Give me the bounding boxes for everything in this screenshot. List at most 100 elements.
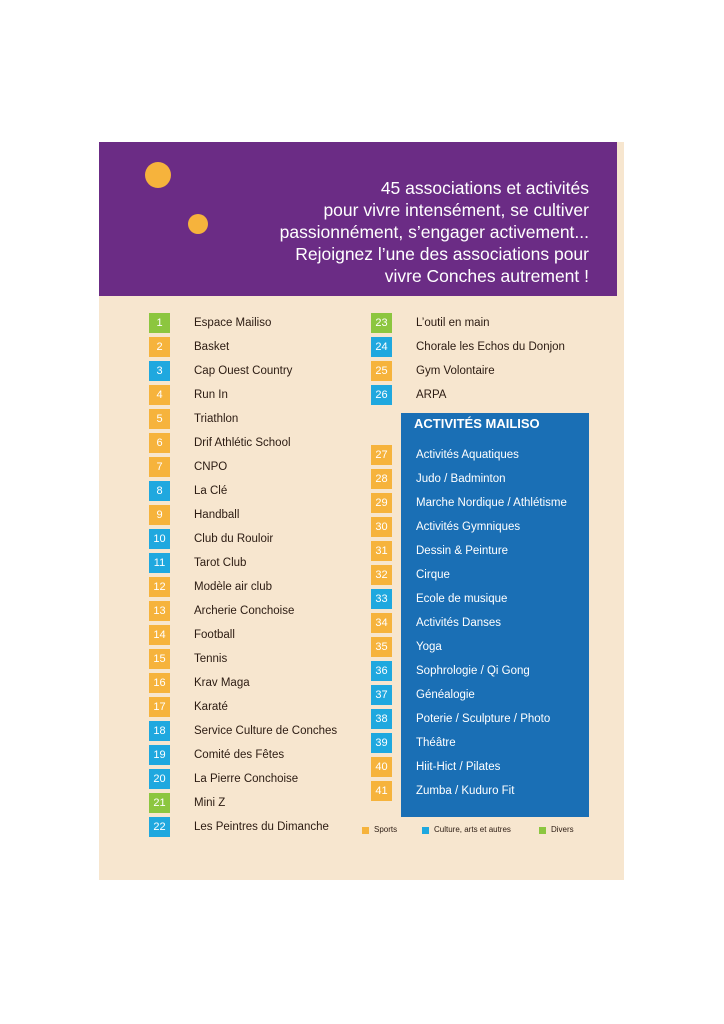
list-item: 14 Football — [149, 625, 449, 645]
mailiso-panel: ACTIVITÉS MAILISO — [401, 413, 589, 817]
item-name: Drif Athlétic School — [194, 437, 291, 449]
legend-swatch — [539, 827, 546, 834]
list-item: 29 Marche Nordique / Athlétisme — [371, 493, 671, 513]
legend-label: Sports — [374, 825, 398, 834]
list-item: 11 Tarot Club — [149, 553, 449, 573]
list-item: 19 Comité des Fêtes — [149, 745, 449, 765]
list-item: 3 Cap Ouest Country — [149, 361, 449, 381]
list-item: 32 Cirque — [371, 565, 671, 585]
list-item: 1 Espace Mailiso — [149, 313, 449, 333]
item-name: Run In — [194, 389, 228, 401]
legend-swatch — [362, 827, 369, 834]
item-name: Espace Mailiso — [194, 317, 272, 329]
item-number-badge: 33 — [371, 589, 392, 609]
list-item: 39 Théâtre — [371, 733, 671, 753]
item-name: Handball — [194, 509, 240, 521]
item-name: Judo / Badminton — [416, 473, 506, 485]
item-number-badge: 9 — [149, 505, 170, 525]
item-name: Généalogie — [416, 689, 475, 701]
item-number-badge: 11 — [149, 553, 170, 573]
list-item: 10 Club du Rouloir — [149, 529, 449, 549]
item-name: Zumba / Kuduro Fit — [416, 785, 515, 797]
item-name: Gym Volontaire — [416, 365, 495, 377]
item-name: Poterie / Sculpture / Photo — [416, 713, 551, 725]
item-name: Comité des Fêtes — [194, 749, 285, 761]
list-item: 8 La Clé — [149, 481, 449, 501]
item-name: Activités Gymniques — [416, 521, 521, 533]
headline-line: Rejoignez l’une des associations pour — [295, 244, 589, 264]
item-number-badge: 34 — [371, 613, 392, 633]
item-number-badge: 21 — [149, 793, 170, 813]
item-name: Football — [194, 629, 235, 641]
headline-line: vivre Conches autrement ! — [384, 266, 589, 286]
item-number-badge: 20 — [149, 769, 170, 789]
list-item: 13 Archerie Conchoise — [149, 601, 449, 621]
list-item: 7 CNPO — [149, 457, 449, 477]
item-name: Cap Ouest Country — [194, 365, 293, 377]
item-number-badge: 25 — [371, 361, 392, 381]
list-item: 2 Basket — [149, 337, 449, 357]
item-name: L’outil en main — [416, 317, 490, 329]
item-number-badge: 22 — [149, 817, 170, 837]
item-name: Basket — [194, 341, 230, 353]
list-item: 40 Hiit-Hict / Pilates — [371, 757, 671, 777]
list-item: 9 Handball — [149, 505, 449, 525]
list-item: 37 Généalogie — [371, 685, 671, 705]
item-number-badge: 10 — [149, 529, 170, 549]
item-number-badge: 1 — [149, 313, 170, 333]
list-item: 24 Chorale les Echos du Donjon — [371, 337, 671, 357]
item-name: Les Peintres du Dimanche — [194, 821, 329, 833]
item-number-badge: 24 — [371, 337, 392, 357]
item-name: Marche Nordique / Athlétisme — [416, 497, 567, 509]
item-name: Théâtre — [416, 737, 456, 749]
headline-line: pour vivre intensément, se cultiver — [323, 200, 589, 220]
list-item: 5 Triathlon — [149, 409, 449, 429]
list-item: 25 Gym Volontaire — [371, 361, 671, 381]
item-number-badge: 3 — [149, 361, 170, 381]
item-number-badge: 23 — [371, 313, 392, 333]
item-number-badge: 32 — [371, 565, 392, 585]
item-name: Archerie Conchoise — [194, 605, 295, 617]
item-name: ARPA — [416, 389, 447, 401]
item-name: Tarot Club — [194, 557, 247, 569]
item-number-badge: 15 — [149, 649, 170, 669]
list-item: 12 Modèle air club — [149, 577, 449, 597]
item-name: Hiit-Hict / Pilates — [416, 761, 501, 773]
list-item: 4 Run In — [149, 385, 449, 405]
list-item: 6 Drif Athlétic School — [149, 433, 449, 453]
list-item: 36 Sophrologie / Qi Gong — [371, 661, 671, 681]
list-item: 27 Activités Aquatiques — [371, 445, 671, 465]
item-number-badge: 5 — [149, 409, 170, 429]
item-name: Activités Aquatiques — [416, 449, 519, 461]
item-name: Cirque — [416, 569, 450, 581]
item-number-badge: 7 — [149, 457, 170, 477]
item-name: Karaté — [194, 701, 228, 713]
decorative-dot-small — [188, 214, 208, 234]
legend-swatch — [422, 827, 429, 834]
item-name: Tennis — [194, 653, 228, 665]
item-number-badge: 6 — [149, 433, 170, 453]
list-item: 21 Mini Z — [149, 793, 449, 813]
item-name: Ecole de musique — [416, 593, 508, 605]
headline: 45 associations et activités pour vivre … — [189, 177, 589, 287]
list-item: 41 Zumba / Kuduro Fit — [371, 781, 671, 801]
item-number-badge: 13 — [149, 601, 170, 621]
list-item: 16 Krav Maga — [149, 673, 449, 693]
item-number-badge: 19 — [149, 745, 170, 765]
list-item: 17 Karaté — [149, 697, 449, 717]
item-number-badge: 26 — [371, 385, 392, 405]
list-item: 15 Tennis — [149, 649, 449, 669]
item-number-badge: 40 — [371, 757, 392, 777]
list-item: 34 Activités Danses — [371, 613, 671, 633]
item-name: Club du Rouloir — [194, 533, 274, 545]
item-number-badge: 4 — [149, 385, 170, 405]
list-item: 18 Service Culture de Conches — [149, 721, 449, 741]
item-name: Mini Z — [194, 797, 226, 809]
item-number-badge: 35 — [371, 637, 392, 657]
list-item: 26 ARPA — [371, 385, 671, 405]
item-name: Triathlon — [194, 413, 239, 425]
associations-poster: 45 associations et activités pour vivre … — [99, 142, 624, 880]
item-number-badge: 41 — [371, 781, 392, 801]
item-name: CNPO — [194, 461, 228, 473]
item-number-badge: 2 — [149, 337, 170, 357]
